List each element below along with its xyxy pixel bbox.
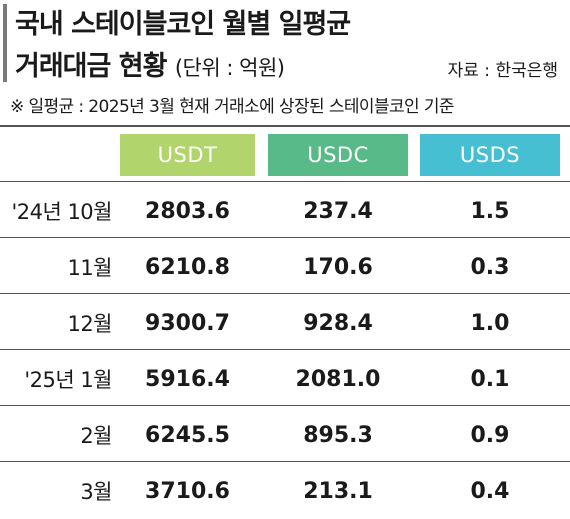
unit-label: (단위 : 억원) xyxy=(174,56,285,80)
row-divider xyxy=(0,405,570,406)
table-cell-usdc: 213.1 xyxy=(303,478,373,504)
table-cell-usdt: 6210.8 xyxy=(145,254,230,280)
table-cell-usds: 0.1 xyxy=(470,366,510,392)
column-header-usdt: USDT xyxy=(120,134,255,176)
table-cell-usds: 0.3 xyxy=(470,254,510,280)
table-cell-usdt: 3710.6 xyxy=(145,478,230,504)
table-cell-usdt: 6245.5 xyxy=(145,422,230,448)
title-line-2-text: 거래대금 현황 xyxy=(15,51,167,82)
row-label: 11월 xyxy=(67,256,112,280)
row-divider xyxy=(0,181,570,182)
title-line-1: 국내 스테이블코인 월별 일평균 xyxy=(15,9,351,40)
table-cell-usdc: 170.6 xyxy=(303,254,373,280)
table-cell-usdt: 9300.7 xyxy=(145,310,230,336)
table-cell-usdc: 2081.0 xyxy=(295,366,381,392)
column-header-usdc: USDC xyxy=(268,134,408,176)
table-cell-usds: 0.4 xyxy=(470,478,510,504)
title-accent-bar xyxy=(3,4,7,82)
row-label: '25년 1월 xyxy=(24,368,112,392)
table-cell-usds: 1.5 xyxy=(470,198,510,224)
table-cell-usds: 1.0 xyxy=(470,310,510,336)
row-divider xyxy=(0,293,570,294)
table-cell-usdc: 928.4 xyxy=(303,310,373,336)
column-header-usds: USDS xyxy=(420,134,560,176)
table-top-border xyxy=(0,125,570,127)
table-cell-usdt: 5916.4 xyxy=(145,366,230,392)
row-divider xyxy=(0,237,570,238)
row-label: 12월 xyxy=(67,312,112,336)
row-divider xyxy=(0,349,570,350)
table-cell-usdc: 895.3 xyxy=(303,422,373,448)
table-cell-usdt: 2803.6 xyxy=(145,198,230,224)
row-divider xyxy=(0,461,570,462)
footnote: ※ 일평균 : 2025년 3월 현재 거래소에 상장된 스테이블코인 기준 xyxy=(10,97,455,117)
table-cell-usdc: 237.4 xyxy=(303,198,373,224)
title-line-2: 거래대금 현황 (단위 : 억원) xyxy=(15,44,285,83)
row-label: 3월 xyxy=(80,480,112,504)
row-label: '24년 10월 xyxy=(11,200,112,224)
row-label: 2월 xyxy=(80,424,112,448)
source-label: 자료 : 한국은행 xyxy=(447,61,558,81)
table-cell-usds: 0.9 xyxy=(470,422,510,448)
